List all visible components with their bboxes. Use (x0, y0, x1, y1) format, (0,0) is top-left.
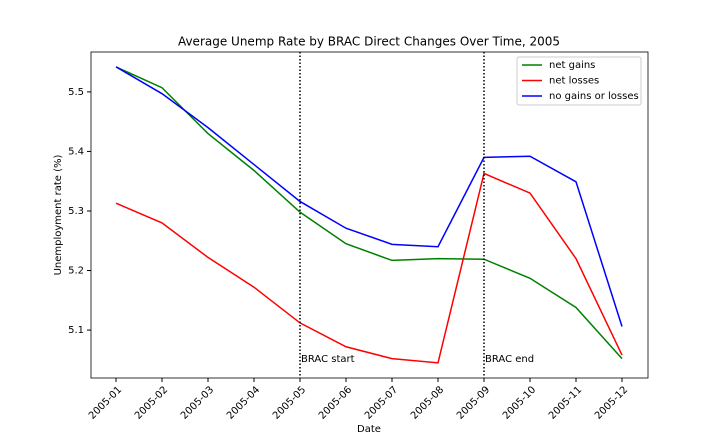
x-axis-label: Date (357, 424, 381, 432)
series-line (115, 172, 623, 364)
series-line (115, 66, 623, 327)
y-tick-label: 5.3 (68, 206, 84, 217)
legend-label: net gains (549, 60, 595, 71)
plot-frame (90, 51, 649, 379)
annotation-label: BRAC start (301, 354, 355, 365)
series-line (115, 66, 623, 360)
y-tick-label: 5.4 (68, 146, 84, 157)
y-tick-label: 5.2 (68, 266, 84, 277)
y-tick-label: 5.5 (68, 87, 84, 98)
legend-label: no gains or losses (549, 91, 639, 102)
y-axis-label: Unemployment rate (%) (53, 154, 64, 275)
legend-box (516, 56, 642, 106)
annotation-label: BRAC end (485, 354, 534, 365)
legend-label: net losses (549, 76, 599, 87)
y-tick-label: 5.1 (68, 325, 84, 336)
chart-title: Average Unemp Rate by BRAC Direct Change… (178, 35, 560, 49)
